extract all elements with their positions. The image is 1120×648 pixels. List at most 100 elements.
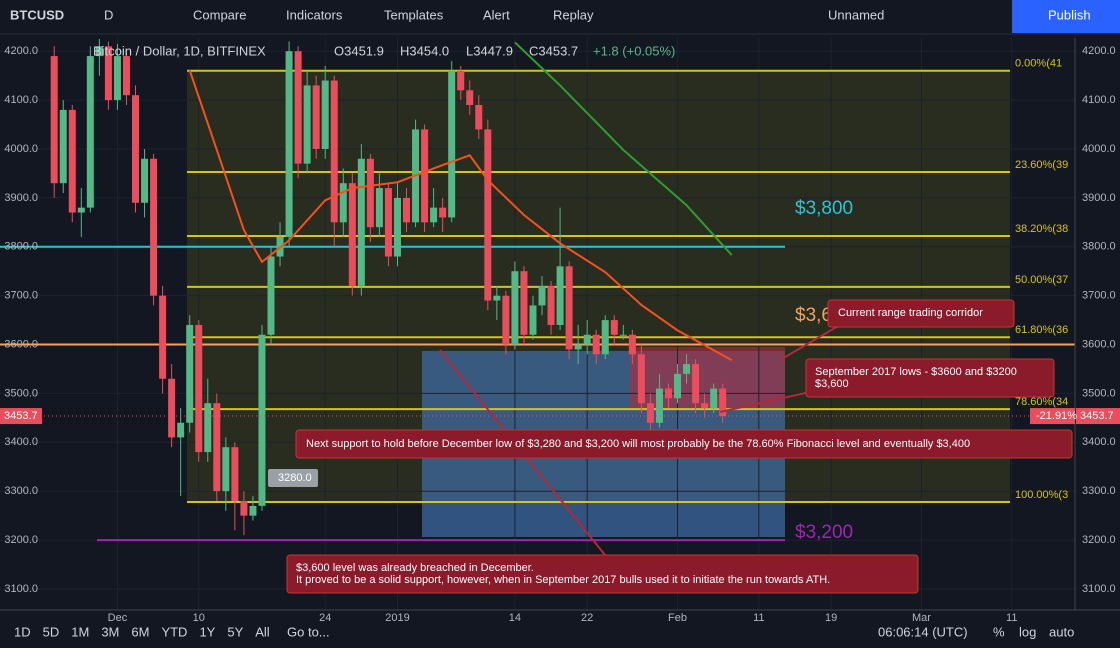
publish-label[interactable]: Publish	[1048, 7, 1091, 22]
candle-body	[710, 388, 718, 409]
candle-body	[520, 271, 528, 335]
price-tag-text: 3453.7	[4, 410, 38, 422]
toolbar-item[interactable]: Alert	[483, 7, 510, 22]
range-button[interactable]: 3M	[101, 624, 119, 639]
range-button[interactable]: 6M	[131, 624, 149, 639]
fib-label: 0.00%(41	[1015, 58, 1062, 70]
candle-body	[493, 295, 501, 301]
toolbar-item[interactable]: Replay	[553, 7, 594, 22]
candle-body	[538, 285, 546, 306]
y-tick-label: 3400.0	[4, 436, 38, 448]
y-tick-label: 4000.0	[1082, 143, 1116, 155]
symbol[interactable]: BTCUSD	[10, 7, 64, 22]
chart-title: Bitcoin / Dollar, 1D, BITFINEX	[93, 43, 266, 58]
candle-body	[674, 373, 682, 399]
change-tag	[1030, 408, 1075, 425]
range-button[interactable]: YTD	[161, 624, 187, 639]
legend-change: +1.8 (+0.05%)	[593, 43, 675, 58]
publish-button[interactable]	[1012, 0, 1120, 33]
scale-option[interactable]: log	[1019, 624, 1036, 639]
candle-body	[475, 104, 483, 130]
candle-body	[556, 266, 564, 325]
candle-body	[168, 378, 176, 438]
pointer	[779, 324, 841, 361]
callout-text: Current range trading corridor	[838, 307, 983, 319]
layout-name[interactable]: Unnamed	[828, 7, 884, 22]
moving-average	[188, 69, 733, 362]
goto[interactable]: Go to...	[287, 624, 330, 639]
candle-body	[59, 109, 67, 184]
y-tick-label: 3200.0	[1082, 534, 1116, 546]
range-button[interactable]: All	[255, 624, 270, 639]
y-tick-label: 3300.0	[4, 485, 38, 497]
toolbar-item[interactable]: Compare	[193, 7, 246, 22]
candle-body	[547, 285, 555, 325]
candle-body	[303, 85, 311, 164]
scale-option[interactable]: %	[993, 624, 1005, 639]
candle-body	[439, 207, 447, 218]
candle-body	[177, 422, 185, 438]
price-tag-text: 3453.7	[1080, 410, 1114, 422]
candle-body	[610, 320, 618, 335]
y-tick-label: 3100.0	[4, 583, 38, 595]
candle-body	[159, 295, 167, 379]
fib-label: 78.60%(34	[1015, 396, 1068, 408]
candle-body	[664, 388, 672, 399]
candle-body	[141, 158, 149, 203]
toolbar-item[interactable]: Templates	[384, 7, 444, 22]
range-button[interactable]: 1D	[14, 624, 31, 639]
clock: 06:06:14 (UTC)	[878, 624, 968, 639]
range-button[interactable]: 5Y	[227, 624, 243, 639]
corridor-box	[630, 347, 785, 408]
candle-body	[565, 266, 573, 350]
candle-body	[50, 56, 58, 184]
callout	[295, 429, 1073, 459]
candle-body	[348, 183, 356, 286]
candle-body	[619, 334, 627, 336]
x-tick-label: 24	[319, 612, 331, 624]
toolbar-item[interactable]: Indicators	[286, 7, 343, 22]
bottom-bar: Go to... 06:06:14 (UTC) 1D 5D 1M 3M 6M YTD 1Y 5…	[14, 624, 1074, 639]
candle-body	[484, 129, 492, 301]
low-tag-text: 3280.0	[278, 472, 312, 484]
annotations: Current range trading corridor September…	[268, 299, 1073, 594]
candle-body	[592, 334, 600, 355]
fib-label: 50.00%(37	[1015, 274, 1068, 286]
range-button[interactable]: 5D	[43, 624, 60, 639]
candle-body	[655, 388, 663, 423]
y-tick-label: 3300.0	[1082, 485, 1116, 497]
candle-body	[511, 271, 519, 345]
x-tick-label: 11	[1006, 612, 1017, 624]
x-tick-label: 11	[753, 612, 764, 624]
candle-body	[195, 324, 203, 453]
candle-body	[267, 256, 275, 335]
candle-body	[601, 320, 609, 355]
x-tick-label: Feb	[668, 612, 687, 624]
range-button[interactable]: 1Y	[199, 624, 215, 639]
top-bar	[0, 0, 1120, 34]
callout-text: Next support to hold before December low…	[306, 438, 970, 450]
candle-body	[719, 388, 727, 417]
candle-body	[95, 46, 103, 57]
range-button[interactable]: 1M	[71, 624, 89, 639]
candle-body	[213, 403, 221, 492]
scale-option[interactable]: auto	[1049, 624, 1074, 639]
y-tick-label: 4100.0	[4, 94, 38, 106]
candle-body	[258, 334, 266, 506]
candle-body	[366, 158, 374, 228]
candle-body	[466, 90, 474, 105]
candle-body	[150, 158, 158, 296]
candle-body	[186, 324, 194, 423]
candle-body	[421, 129, 429, 223]
candle-body	[448, 70, 456, 218]
y-tick-label: 4100.0	[1082, 94, 1116, 106]
y-tick-label: 4200.0	[4, 45, 38, 57]
candle-body	[68, 109, 76, 213]
candle-body	[683, 364, 691, 374]
interval[interactable]: D	[104, 7, 113, 22]
y-tick-label: 3200.0	[4, 534, 38, 546]
fib-label: 23.60%(39	[1015, 159, 1068, 171]
candle-body	[77, 207, 85, 213]
